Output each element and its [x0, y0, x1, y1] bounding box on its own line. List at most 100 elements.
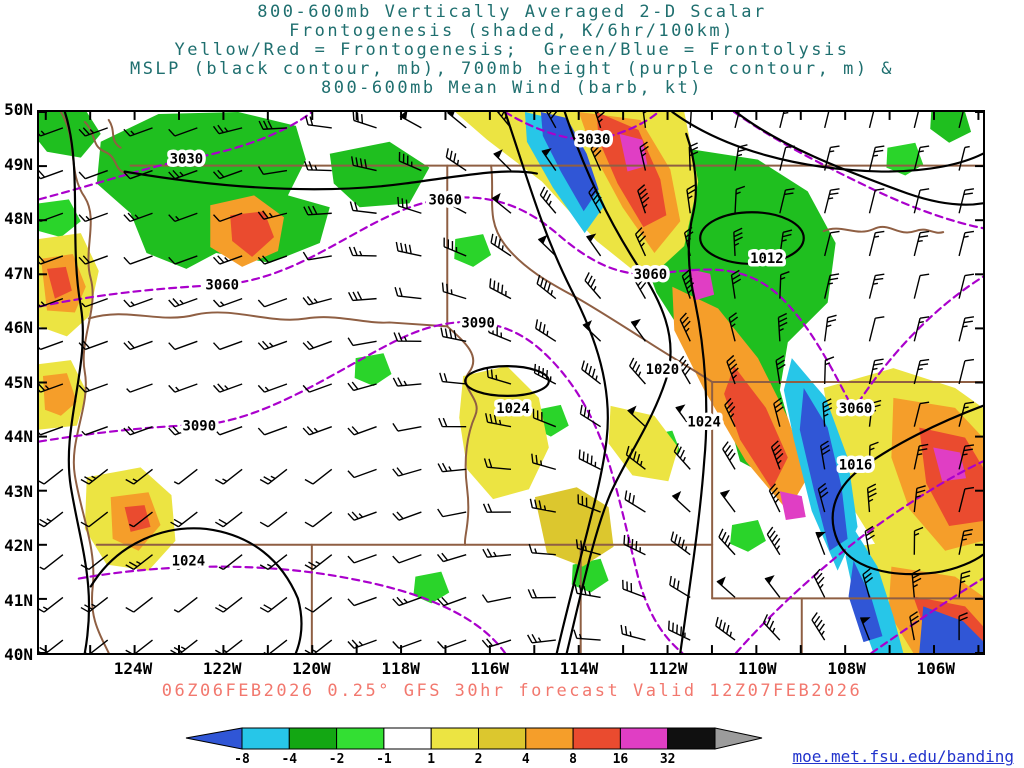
wind-barb — [573, 629, 601, 641]
wind-barb — [125, 554, 153, 570]
wind-barb — [529, 498, 556, 513]
wind-barb-shape — [170, 511, 198, 528]
lon-tick-label: 114W — [559, 659, 599, 678]
wind-barb — [958, 273, 975, 299]
wind-barb — [123, 169, 153, 180]
wind-barb-shape — [823, 188, 840, 214]
wind-barb-shape — [624, 490, 646, 513]
wind-barb-shape — [667, 620, 691, 641]
wind-barb-shape — [392, 377, 422, 387]
wind-barb-shape — [958, 316, 975, 342]
wind-barb-shape — [168, 426, 198, 436]
wind-barb-shape — [823, 112, 840, 129]
wind-barb-shape — [488, 323, 512, 342]
wind-barb — [304, 554, 333, 570]
wind-barb-shape — [860, 617, 871, 625]
wind-barb-shape — [823, 273, 840, 299]
wind-barb-shape — [726, 354, 739, 385]
wind-barb-shape — [483, 458, 512, 471]
wind-barb-shape — [868, 316, 885, 342]
colorbar-segment — [288, 727, 338, 750]
frontogenesis-shading-shape — [933, 447, 967, 482]
wind-barb-shape — [125, 596, 153, 613]
wind-barb-shape — [813, 568, 826, 598]
wind-barb — [722, 441, 736, 470]
height-contours — [39, 112, 983, 653]
frontogenesis-shading-shape — [619, 133, 648, 172]
wind-barb-shape — [958, 612, 968, 641]
wind-barb-shape — [259, 468, 288, 485]
site-link[interactable]: moe.met.fsu.edu/banding — [792, 747, 1014, 766]
wind-barb — [437, 596, 467, 607]
wind-barb — [80, 468, 109, 485]
wind-barb-shape — [629, 357, 646, 385]
lon-tick-label: 108W — [827, 659, 866, 678]
wind-barb — [302, 295, 332, 306]
wind-barb-shape — [212, 340, 243, 351]
wind-barb — [440, 327, 467, 342]
contour-label-mslp: 1024 — [496, 401, 530, 417]
wind-barb — [495, 112, 512, 129]
title-line-5: 800-600mb Mean Wind (barb, kt) — [320, 78, 704, 98]
wind-barb-shape — [257, 210, 288, 220]
wind-barb — [670, 531, 691, 556]
wind-barb — [639, 141, 649, 171]
wind-barb — [218, 554, 243, 571]
wind-barb — [259, 554, 288, 570]
height-contours-shape — [39, 112, 313, 201]
wind-barb-shape — [634, 227, 647, 257]
wind-barb-shape — [577, 494, 601, 513]
wind-barb — [766, 526, 781, 556]
wind-barb-shape — [304, 161, 332, 172]
wind-barb — [958, 188, 975, 214]
wind-barb-shape — [84, 639, 109, 653]
wind-barb — [212, 340, 243, 351]
wind-barb-shape — [625, 445, 646, 470]
wind-barb — [733, 227, 743, 256]
wind-barb — [212, 212, 243, 223]
wind-barb-shape — [257, 340, 288, 351]
wind-barb — [80, 511, 109, 528]
wind-barb-shape — [722, 441, 736, 470]
wind-barb-shape — [958, 188, 975, 214]
wind-barb-shape — [170, 639, 198, 653]
wind-barb — [170, 554, 198, 570]
wind-barb — [868, 399, 882, 427]
wind-barb-shape — [39, 169, 64, 180]
wind-barb — [958, 612, 968, 641]
wind-barb — [823, 356, 835, 385]
wind-barb — [578, 449, 601, 470]
wind-barb — [813, 568, 826, 598]
contour-label-700mb-height: 3030 — [577, 132, 611, 148]
mslp-contours-shape — [503, 112, 609, 653]
colorbar-tick-label: 16 — [612, 752, 629, 767]
wind-barb-shape — [347, 468, 377, 479]
wind-barb — [864, 525, 875, 555]
wind-barb-shape — [215, 639, 243, 653]
wind-barb-shape — [399, 112, 408, 121]
wind-barb — [779, 271, 790, 299]
wind-barb-shape — [575, 539, 601, 556]
wind-barb — [535, 319, 557, 342]
wind-barb-shape — [868, 145, 885, 171]
wind-barb — [392, 511, 422, 521]
wind-barb-shape — [537, 234, 548, 245]
wind-barb — [779, 187, 795, 214]
wind-barb-shape — [679, 312, 691, 342]
wind-barb — [302, 426, 332, 436]
wind-barb-shape — [868, 112, 885, 129]
wind-barb-shape — [762, 614, 781, 641]
wind-barb — [258, 120, 287, 130]
contour-label-700mb-height: 3090 — [183, 419, 217, 435]
wind-barb — [168, 426, 198, 436]
wind-barb-shape — [123, 212, 153, 223]
wind-barb-shape — [392, 639, 422, 649]
wind-barb — [868, 441, 879, 470]
wind-barb-shape — [123, 426, 153, 436]
wind-barb-shape — [764, 575, 775, 585]
wind-barb-shape — [909, 611, 920, 641]
wind-barb-shape — [913, 230, 930, 257]
lat-tick-label: 47N — [4, 263, 33, 283]
wind-barb — [913, 526, 924, 555]
wind-barb-shape — [958, 230, 975, 257]
